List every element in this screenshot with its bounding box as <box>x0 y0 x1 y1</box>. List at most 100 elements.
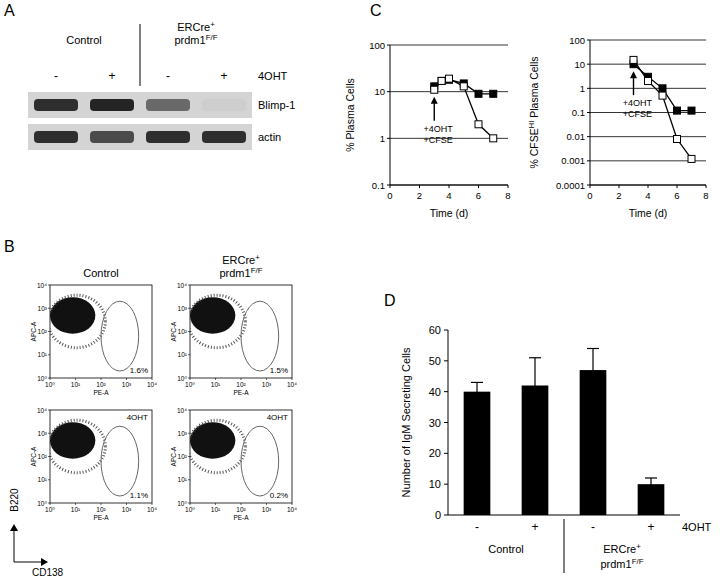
label-part: prdm1 <box>600 558 631 570</box>
tick <box>241 503 242 505</box>
tick-label: 0.1 <box>572 107 585 118</box>
tick-label: 10² <box>178 453 188 460</box>
y-axis <box>590 40 591 185</box>
tick <box>444 422 448 423</box>
x-axis <box>448 515 680 516</box>
tick-label: 10³ <box>262 381 272 388</box>
y-axis <box>390 45 391 185</box>
tick-label: 10¹ <box>178 476 188 483</box>
error-bar <box>645 478 657 490</box>
tick-label: 10⁴ <box>147 381 157 388</box>
tick <box>266 503 267 505</box>
tick-label: 0 <box>587 190 592 201</box>
annotation-arrow <box>633 76 634 95</box>
category-label: + <box>647 520 654 534</box>
cell-population-edge <box>190 420 245 473</box>
flow-plot-area <box>190 295 279 371</box>
tick <box>101 503 102 505</box>
group-label: Control <box>83 267 118 279</box>
marker <box>490 135 497 142</box>
axis-title: Time (d) <box>629 207 668 219</box>
error-line <box>650 478 651 490</box>
group-label: ERCre+ <box>603 542 641 555</box>
tick <box>126 378 127 380</box>
tick-label: 10⁰ <box>45 506 55 513</box>
label-part: prdm1 <box>219 267 250 279</box>
tick-label: 10 <box>374 86 385 97</box>
cell-population <box>190 422 235 459</box>
marker <box>659 85 666 92</box>
tick-label: 10⁰ <box>185 381 195 388</box>
tick <box>444 484 448 485</box>
marker <box>446 75 453 82</box>
gate-percent: 1.5% <box>270 366 288 375</box>
gate-percent: 1.1% <box>130 491 148 500</box>
plot-area <box>464 349 665 516</box>
plot-frame <box>50 410 152 503</box>
tick-label: 10³ <box>178 305 188 312</box>
grid-line <box>390 185 508 186</box>
error-bar <box>587 349 599 392</box>
error-cap <box>587 348 599 349</box>
tick-label: 10⁴ <box>287 506 297 513</box>
tick <box>101 378 102 380</box>
bar <box>464 392 491 515</box>
channel-label: PE-A <box>93 514 109 521</box>
grid-line <box>590 136 706 137</box>
channel-label: APC-A <box>30 446 37 467</box>
tick-label: 10³ <box>262 506 272 513</box>
figure: ABCDControlERCre+prdm1F/F-+-+4OHTBlimp-1… <box>0 0 720 579</box>
label-part: F/F <box>251 266 263 275</box>
cell-population-edge <box>50 295 105 348</box>
gate <box>241 301 279 371</box>
flow-plot-area <box>190 420 279 496</box>
tick-label: 10² <box>38 453 48 460</box>
group-label: Control <box>66 34 101 46</box>
plot-frame <box>190 285 292 378</box>
grid-line <box>590 88 706 89</box>
tick <box>266 378 267 380</box>
tick <box>444 453 448 454</box>
tick <box>48 331 50 332</box>
annotation: +4OHT <box>623 98 653 108</box>
label-part: + <box>210 20 215 29</box>
tick <box>75 378 76 380</box>
tick <box>444 515 448 516</box>
tick-label: 10³ <box>122 381 132 388</box>
tick <box>48 354 50 355</box>
arrow-head <box>10 524 18 531</box>
marker <box>438 77 445 84</box>
label-part: ERCre <box>177 21 210 33</box>
panel-letter: C <box>370 2 382 19</box>
tick-label: 10² <box>96 381 106 388</box>
channel-label: APC-A <box>170 446 177 467</box>
tick-label: 10⁰ <box>185 506 195 513</box>
tick-label: 100 <box>569 35 585 46</box>
tick <box>215 503 216 505</box>
panel-letter: B <box>4 238 15 255</box>
tick-label: 4 <box>446 190 451 201</box>
tick <box>48 456 50 457</box>
tick <box>48 479 50 480</box>
band <box>146 99 190 111</box>
tick-label: 1 <box>380 133 385 144</box>
axis-title: CD138 <box>32 567 64 578</box>
flow-plot-area <box>50 295 139 371</box>
arrow-head <box>41 558 48 566</box>
tick <box>215 378 216 380</box>
label-part: ERCre <box>603 543 636 555</box>
tick-label: 20 <box>429 447 441 459</box>
axis-title: % Plasma Cells <box>344 78 356 152</box>
axis-title: B220 <box>9 488 20 512</box>
tick-label: 0.0001 <box>556 180 585 191</box>
grid-line <box>590 64 706 65</box>
gate-percent: 1.6% <box>130 366 148 375</box>
tick-label: 10² <box>236 381 246 388</box>
tick-label: 10¹ <box>38 476 48 483</box>
axis-title: 4OHT <box>682 521 712 533</box>
tick <box>444 360 448 361</box>
tick-label: 10² <box>96 506 106 513</box>
tick-label: 10⁴ <box>147 506 157 513</box>
tick-label: 0 <box>387 190 392 201</box>
error-cap <box>471 382 483 383</box>
